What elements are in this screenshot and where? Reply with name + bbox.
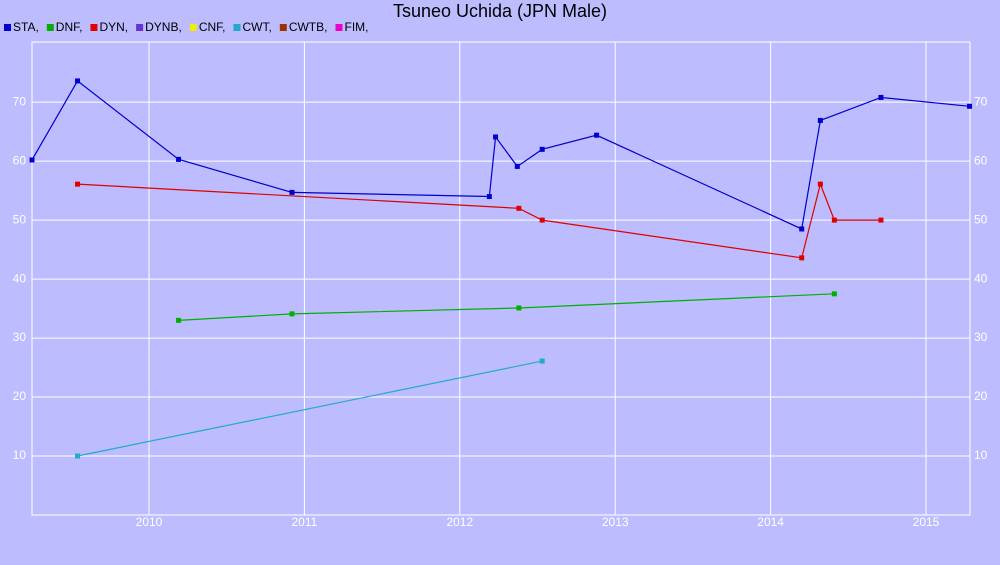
point bbox=[289, 311, 295, 317]
x-tick-label: 2014 bbox=[757, 515, 784, 529]
legend-label: DYNB, bbox=[145, 20, 182, 34]
legend-label: FIM, bbox=[344, 20, 368, 34]
y-tick-label: 50 bbox=[13, 212, 27, 226]
legend-label: DNF, bbox=[56, 20, 83, 34]
legend-label: DYN, bbox=[99, 20, 128, 34]
point bbox=[516, 305, 522, 311]
y2-tick-label: 20 bbox=[974, 389, 988, 403]
y-tick-label: 20 bbox=[13, 389, 27, 403]
point bbox=[594, 132, 600, 138]
point bbox=[289, 189, 295, 195]
y-tick-label: 40 bbox=[13, 271, 27, 285]
point bbox=[878, 94, 884, 100]
y-tick-label: 30 bbox=[13, 330, 27, 344]
point bbox=[539, 146, 545, 152]
point bbox=[967, 103, 973, 109]
point bbox=[817, 181, 823, 187]
point bbox=[831, 217, 837, 223]
y-tick-label: 70 bbox=[13, 94, 27, 108]
point bbox=[516, 205, 522, 211]
legend-swatch bbox=[279, 24, 287, 31]
y2-tick-label: 60 bbox=[974, 153, 988, 167]
x-tick-label: 2011 bbox=[292, 515, 318, 529]
y2-tick-label: 40 bbox=[974, 271, 988, 285]
legend-label: CWT, bbox=[242, 20, 271, 34]
point bbox=[878, 217, 884, 223]
point bbox=[831, 291, 837, 297]
point bbox=[539, 217, 545, 223]
chart-title: Tsuneo Uchida (JPN Male) bbox=[393, 1, 607, 21]
point bbox=[817, 117, 823, 123]
point bbox=[799, 255, 805, 261]
legend-swatch bbox=[189, 24, 197, 31]
legend-label: STA, bbox=[13, 20, 39, 34]
legend-swatch bbox=[335, 24, 343, 31]
point bbox=[486, 194, 492, 200]
point bbox=[75, 453, 81, 459]
series-line bbox=[178, 293, 835, 321]
legend-swatch bbox=[46, 24, 54, 31]
point bbox=[75, 78, 81, 84]
x-tick-label: 2012 bbox=[446, 515, 473, 529]
y2-tick-label: 50 bbox=[974, 212, 988, 226]
point bbox=[75, 181, 81, 187]
x-tick-label: 2010 bbox=[136, 515, 163, 529]
point bbox=[29, 157, 35, 163]
y-tick-label: 60 bbox=[13, 153, 27, 167]
y2-tick-label: 30 bbox=[974, 330, 988, 344]
point bbox=[799, 226, 805, 232]
plot-area bbox=[31, 41, 971, 516]
point bbox=[539, 358, 545, 364]
point bbox=[176, 317, 182, 323]
legend-swatch bbox=[233, 24, 241, 31]
legend-swatch bbox=[90, 24, 98, 31]
point bbox=[176, 156, 182, 162]
x-tick-label: 2015 bbox=[913, 515, 940, 529]
point bbox=[514, 163, 520, 169]
point bbox=[493, 134, 499, 140]
series-line bbox=[77, 360, 543, 457]
y-tick-label: 10 bbox=[13, 448, 27, 462]
y2-tick-label: 10 bbox=[974, 448, 988, 462]
legend-swatch bbox=[4, 24, 11, 31]
y2-tick-label: 70 bbox=[974, 94, 988, 108]
legend-swatch bbox=[136, 24, 144, 31]
x-tick-label: 2013 bbox=[602, 515, 629, 529]
legend-label: CNF, bbox=[199, 20, 226, 34]
legend-label: CWTB, bbox=[289, 20, 328, 34]
